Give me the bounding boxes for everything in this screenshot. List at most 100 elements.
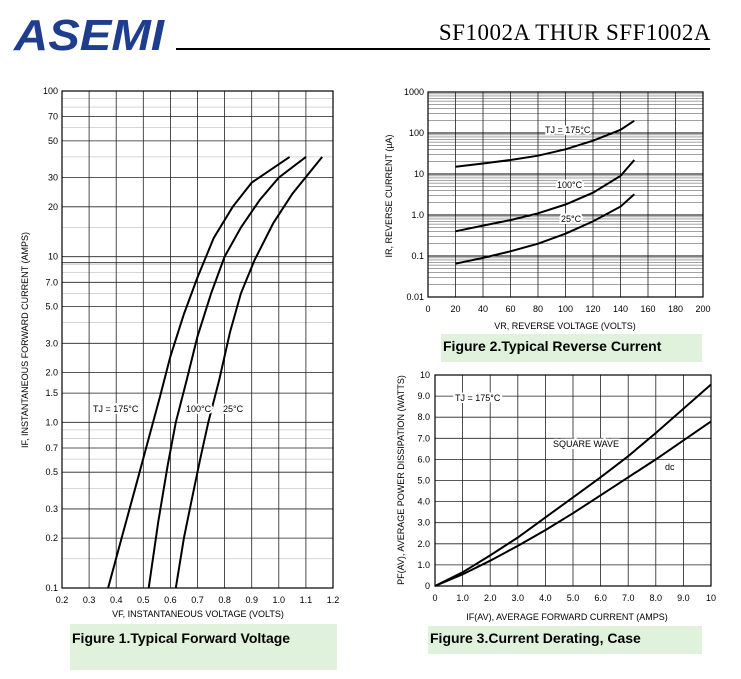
asemi-logo: ASEMI <box>13 14 165 54</box>
y-tick-label: 0.7 <box>45 443 58 453</box>
curve-label: TJ = 175°C <box>545 125 591 135</box>
x-tick-label: 1.2 <box>327 595 340 605</box>
plot-frame <box>434 374 712 587</box>
y-tick-label: 2.0 <box>417 539 430 549</box>
x-tick-label: 7.0 <box>622 593 635 603</box>
x-tick-label: 9.0 <box>677 593 690 603</box>
x-tick-label: 5.0 <box>567 593 580 603</box>
y-tick-label: 100 <box>409 128 424 138</box>
y-tick-label: 20 <box>48 202 58 212</box>
y-tick-label: 70 <box>48 112 58 122</box>
series-line-0 <box>434 383 712 587</box>
curve-label: 100°C <box>557 180 583 190</box>
x-axis-label: IF(AV), AVERAGE FORWARD CURRENT (AMPS) <box>466 612 668 622</box>
x-tick-label: 0.7 <box>191 595 204 605</box>
x-tick-label: 100 <box>558 304 573 314</box>
x-tick-label: 8.0 <box>650 593 663 603</box>
y-tick-label: 0.5 <box>45 467 58 477</box>
series-line-2 <box>174 156 323 589</box>
x-tick-label: 0.8 <box>218 595 231 605</box>
x-tick-label: 1.1 <box>300 595 313 605</box>
y-tick-label: 0.3 <box>45 504 58 514</box>
x-tick-label: 3.0 <box>512 593 525 603</box>
y-tick-label: 100 <box>43 86 58 96</box>
svg-text:ASEMI: ASEMI <box>13 14 165 54</box>
y-axis-label: PF(AV), AVERAGE POWER DISSIPATION (WATTS… <box>396 375 406 585</box>
y-axis-label: IR, REVERSE CURRENT (µA) <box>384 134 394 257</box>
plot-frame <box>427 91 704 298</box>
x-tick-label: 10 <box>706 593 716 603</box>
y-tick-label: 1.0 <box>411 210 424 220</box>
curve-label: TJ = 175°C <box>93 404 139 414</box>
y-tick-label: 1.0 <box>45 417 58 427</box>
x-tick-label: 0.6 <box>164 595 177 605</box>
x-tick-label: 120 <box>585 304 600 314</box>
x-tick-label: 80 <box>533 304 543 314</box>
y-tick-label: 30 <box>48 173 58 183</box>
y-tick-label: 10 <box>420 370 430 380</box>
curve-label: SQUARE WAVE <box>553 439 619 449</box>
x-tick-label: 140 <box>613 304 628 314</box>
y-tick-label: 5.0 <box>45 302 58 312</box>
y-tick-label: 50 <box>48 136 58 146</box>
y-tick-label: 3.0 <box>45 338 58 348</box>
series-line-2 <box>455 193 635 265</box>
curve-label: TJ = 175°C <box>455 393 501 403</box>
x-tick-label: 0.9 <box>245 595 258 605</box>
y-tick-label: 7.0 <box>417 433 430 443</box>
plot-frame <box>61 90 334 589</box>
y-tick-label: 6.0 <box>417 454 430 464</box>
x-tick-label: 180 <box>668 304 683 314</box>
x-tick-label: 160 <box>640 304 655 314</box>
x-tick-label: 0 <box>432 593 437 603</box>
header-rule <box>176 48 710 50</box>
x-tick-label: 0.3 <box>83 595 96 605</box>
series-line-0 <box>455 119 635 168</box>
y-tick-label: 1.0 <box>417 560 430 570</box>
x-tick-label: 6.0 <box>594 593 607 603</box>
y-tick-label: 0.2 <box>45 533 58 543</box>
x-tick-label: 2.0 <box>484 593 497 603</box>
curve-label: 25°C <box>223 404 244 414</box>
y-axis-label: IF, INSTANTANEOUS FORWARD CURRENT (AMPS) <box>20 232 30 448</box>
x-tick-label: 4.0 <box>539 593 552 603</box>
x-tick-label: 60 <box>505 304 515 314</box>
y-tick-label: 8.0 <box>417 412 430 422</box>
x-tick-label: 0.5 <box>137 595 150 605</box>
curve-label: 100°C <box>186 404 212 414</box>
series-line-1 <box>455 159 636 233</box>
x-axis-label: VF, INSTANTANEOUS VOLTAGE (VOLTS) <box>112 609 284 619</box>
curve-label: dc <box>665 462 675 472</box>
y-tick-label: 0.01 <box>406 292 424 302</box>
part-title: SF1002A THUR SFF1002A <box>438 20 711 45</box>
y-tick-label: 3.0 <box>417 518 430 528</box>
y-tick-label: 0.1 <box>45 583 58 593</box>
x-tick-label: 1.0 <box>273 595 286 605</box>
x-tick-label: 200 <box>695 304 710 314</box>
y-tick-label: 10 <box>48 252 58 262</box>
y-tick-label: 9.0 <box>417 391 430 401</box>
series-line-0 <box>107 156 291 589</box>
figure2-caption: Figure 2.Typical Reverse Current <box>441 334 702 362</box>
y-tick-label: 2.0 <box>45 367 58 377</box>
x-tick-label: 0.4 <box>110 595 123 605</box>
y-tick-label: 4.0 <box>417 497 430 507</box>
y-tick-label: 0 <box>425 581 430 591</box>
y-tick-label: 10 <box>414 169 424 179</box>
x-tick-label: 40 <box>478 304 488 314</box>
curve-label: 25°C <box>561 214 582 224</box>
y-tick-label: 5.0 <box>417 476 430 486</box>
x-tick-label: 20 <box>450 304 460 314</box>
series-line-1 <box>147 156 307 589</box>
y-tick-label: 0.1 <box>411 251 424 261</box>
series-line-1 <box>434 420 712 587</box>
x-tick-label: 1.0 <box>456 593 469 603</box>
x-axis-label: VR, REVERSE VOLTAGE (VOLTS) <box>494 321 636 331</box>
y-tick-label: 1000 <box>404 87 424 97</box>
x-tick-label: 0 <box>425 304 430 314</box>
x-tick-label: 0.2 <box>56 595 69 605</box>
figure3-caption: Figure 3.Current Derating, Case <box>428 626 702 654</box>
